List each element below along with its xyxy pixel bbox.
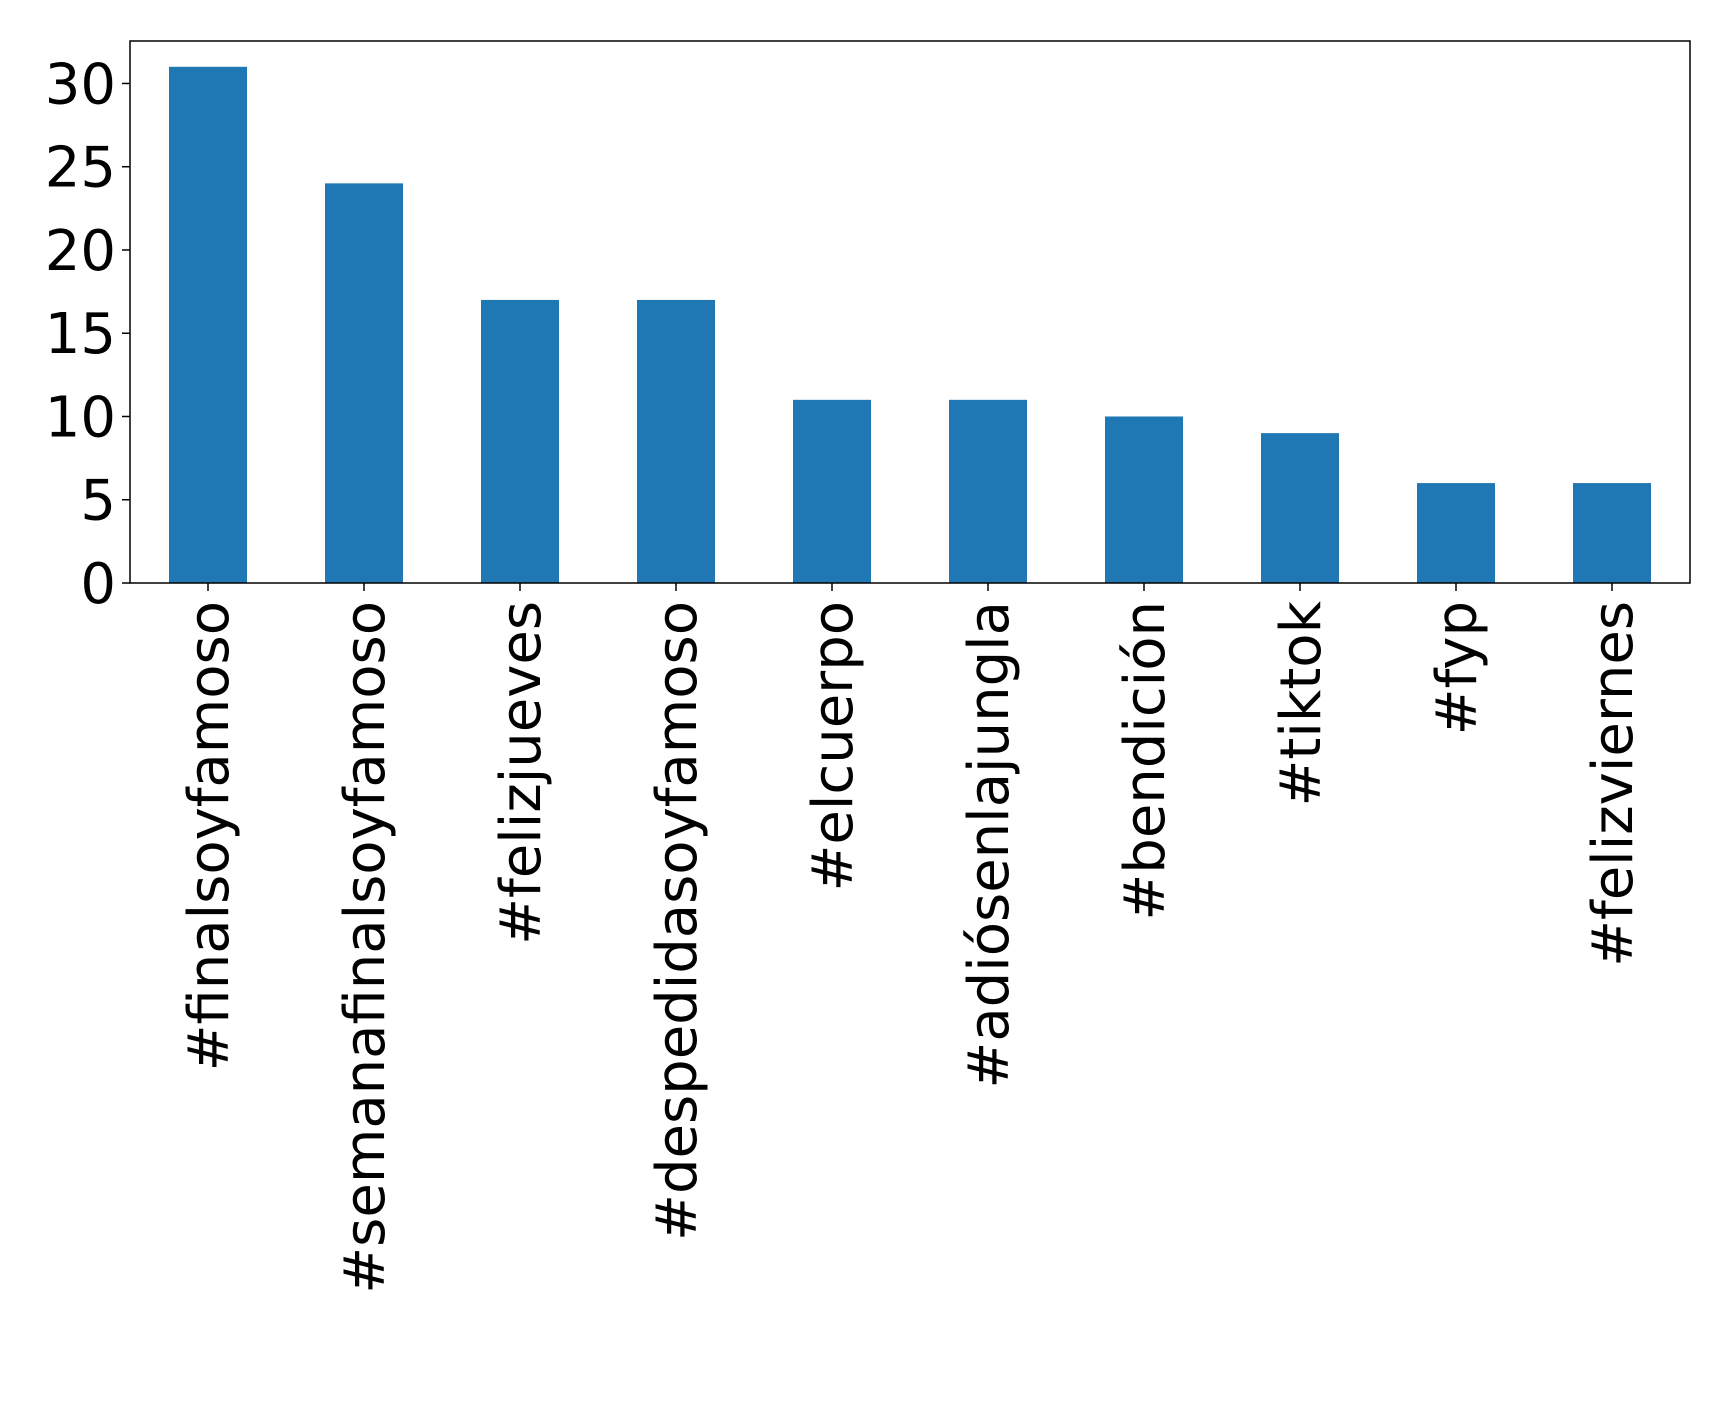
bar-felizviernes bbox=[1573, 483, 1651, 583]
x-tick-label: #finalsoyfamoso bbox=[177, 601, 242, 1071]
bars-group bbox=[169, 66, 1651, 584]
bar-felizjueves bbox=[481, 299, 559, 583]
x-tick-label: #bendición bbox=[1113, 601, 1178, 921]
bar-finalsoyfamoso bbox=[169, 66, 247, 584]
y-tick-label: 30 bbox=[45, 52, 116, 117]
bar-semanafinalsoyfamoso bbox=[325, 183, 403, 584]
x-axis: #finalsoyfamoso #semanafinalsoyfamoso #fel… bbox=[177, 583, 1646, 1294]
bar-tiktok bbox=[1261, 433, 1339, 583]
x-tick-label: #semanafinalsoyfamoso bbox=[333, 601, 398, 1294]
x-tick-label: #adiósenlajungla bbox=[957, 601, 1022, 1089]
y-tick-label: 25 bbox=[45, 136, 116, 201]
x-tick-label: #fyp bbox=[1425, 601, 1490, 735]
plot-frame bbox=[129, 40, 1691, 584]
bar-adiósenlajungla bbox=[949, 399, 1027, 583]
x-tick-label: #felizjueves bbox=[489, 601, 554, 945]
y-axis: 0 5 10 15 20 25 30 bbox=[45, 52, 130, 617]
bar-fyp bbox=[1417, 483, 1495, 583]
y-tick-label: 15 bbox=[45, 302, 116, 367]
bar-bendición bbox=[1105, 416, 1183, 583]
x-tick-label: #elcuerpo bbox=[801, 601, 866, 892]
y-tick-label: 0 bbox=[80, 552, 116, 617]
bar-elcuerpo bbox=[793, 399, 871, 583]
x-tick-label: #despedidasoyfamoso bbox=[645, 601, 710, 1241]
bar-despedidasoyfamoso bbox=[637, 299, 715, 583]
y-tick-label: 10 bbox=[45, 385, 116, 450]
y-tick-label: 20 bbox=[45, 219, 116, 284]
x-tick-label: #tiktok bbox=[1269, 600, 1334, 806]
x-tick-label: #felizviernes bbox=[1581, 601, 1646, 967]
y-tick-label: 5 bbox=[80, 469, 116, 534]
